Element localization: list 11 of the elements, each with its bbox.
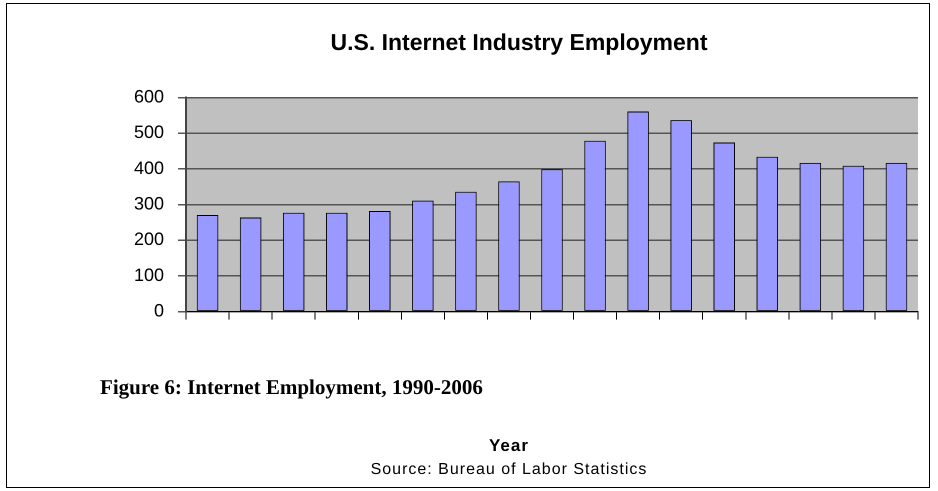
y-tick-label: 400 bbox=[134, 158, 164, 178]
source-note: Source: Bureau of Labor Statistics bbox=[370, 461, 648, 479]
y-tick-label: 300 bbox=[134, 194, 164, 214]
caption: Figure 6: Internet Employment, 1990-2006 bbox=[100, 375, 483, 400]
y-tick-label: 0 bbox=[154, 300, 164, 321]
y-tick-label: 200 bbox=[134, 229, 164, 250]
y-tick-label: 500 bbox=[134, 122, 164, 142]
chart-title: U.S. Internet Industry Employment bbox=[330, 29, 708, 56]
y-tick-label: 600 bbox=[134, 86, 164, 107]
y-tick-label: 100 bbox=[134, 264, 164, 285]
text: Year bbox=[488, 436, 530, 456]
